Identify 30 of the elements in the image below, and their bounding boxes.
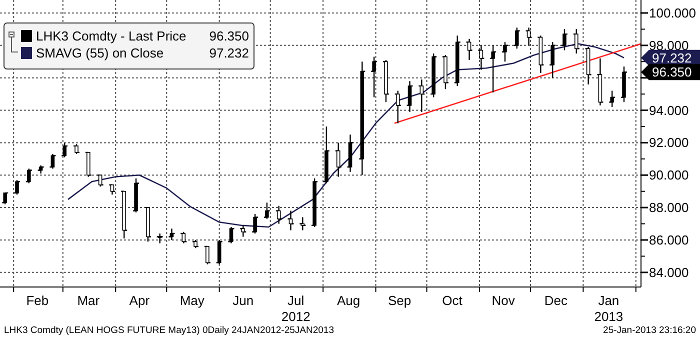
x-tick-label: Mar <box>77 293 100 308</box>
x-tick-label: Jun <box>232 293 254 308</box>
candlestick <box>229 226 234 244</box>
text: 97.232 <box>209 46 249 61</box>
x-tick-label: Feb <box>26 293 49 308</box>
legend-label: SMAVG (55) on Close <box>36 46 164 61</box>
x-tick-label: Nov <box>492 293 516 308</box>
x-tick-label: Sep <box>388 293 412 308</box>
legend-label: LHK3 Comdty - Last Price <box>36 28 186 44</box>
x-tick-label: Dec <box>544 293 568 308</box>
candlestick <box>50 153 55 170</box>
x-tick-label: Oct <box>442 293 463 308</box>
x-tick-label: Jul 2012 <box>281 293 310 324</box>
y-tick-label: 92.000 <box>649 135 689 150</box>
x-tick-label: May <box>180 293 205 308</box>
y-tick-label: 98.000 <box>649 38 689 53</box>
annotation: 97.232 <box>652 50 692 66</box>
y-tick-label: 86.000 <box>649 232 689 248</box>
y-tick-label: 100.000 <box>649 6 696 21</box>
annotation: 96.350 <box>652 64 692 80</box>
text: 25-Jan-2013 23:16:20 <box>603 325 696 336</box>
y-tick-label: 84.000 <box>649 264 689 280</box>
y-tick-label: 90.000 <box>649 168 689 183</box>
x-tick-label: Aug <box>336 293 360 308</box>
y-tick-label: 94.000 <box>649 102 689 118</box>
text: LHK3 Comdty (LEAN HOGS FUTURE May13) 0Daily 24JAN2012-25JAN2013 <box>4 325 334 336</box>
text: 96.350 <box>209 28 249 44</box>
y-tick-label: 88.000 <box>649 200 689 216</box>
x-tick-label: Apr <box>129 293 150 308</box>
x-tick-label: Jan 2013 <box>594 293 624 324</box>
